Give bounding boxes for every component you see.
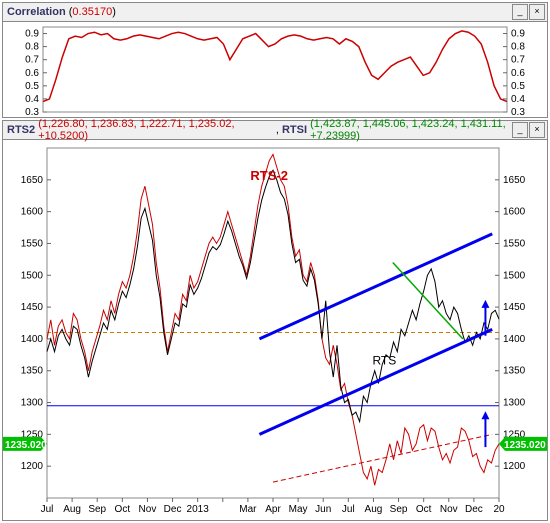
- svg-text:Jul: Jul: [41, 504, 54, 515]
- svg-text:0.7: 0.7: [25, 55, 39, 66]
- svg-text:Dec: Dec: [164, 504, 182, 515]
- svg-text:0.3: 0.3: [511, 107, 525, 117]
- minimize-icon[interactable]: _: [512, 4, 528, 20]
- svg-text:1650: 1650: [21, 175, 44, 186]
- svg-text:0.6: 0.6: [511, 68, 525, 79]
- correlation-titlebar: Correlation (0.35170) _ ×: [3, 3, 547, 22]
- correlation-title: Correlation: [7, 6, 66, 18]
- price-panel: RTS2 (1,226.80, 1,236.83, 1,222.71, 1,23…: [2, 120, 548, 521]
- svg-text:1500: 1500: [503, 270, 526, 281]
- svg-text:2013: 2013: [187, 504, 210, 515]
- svg-text:1450: 1450: [503, 302, 526, 313]
- svg-text:Aug: Aug: [365, 504, 383, 515]
- svg-text:1300: 1300: [21, 398, 44, 409]
- window-buttons: _ ×: [512, 122, 545, 138]
- rtsi-title: RTSI: [282, 124, 307, 136]
- svg-text:May: May: [289, 504, 308, 515]
- svg-text:Sep: Sep: [390, 504, 408, 515]
- price-titlebar: RTS2 (1,226.80, 1,236.83, 1,222.71, 1,23…: [3, 121, 547, 140]
- correlation-chart: 0.3 0.3 0.4 0.4 0.5 0.5 0.6 0.6 0.7 0.7 0.8 0.8 0.9 0…: [3, 22, 547, 117]
- svg-text:Oct: Oct: [416, 504, 432, 515]
- window-buttons: _ ×: [512, 4, 545, 20]
- svg-text:1450: 1450: [21, 302, 44, 313]
- svg-text:Apr: Apr: [265, 504, 281, 515]
- svg-text:0.4: 0.4: [25, 94, 39, 105]
- svg-text:RTS-2: RTS-2: [250, 168, 288, 183]
- svg-text:1235.020: 1235.020: [5, 440, 47, 451]
- close-icon[interactable]: ×: [529, 122, 545, 138]
- svg-text:Nov: Nov: [440, 504, 458, 515]
- svg-text:1300: 1300: [503, 398, 526, 409]
- svg-text:Nov: Nov: [139, 504, 157, 515]
- svg-text:0.9: 0.9: [511, 29, 525, 40]
- svg-text:1350: 1350: [21, 366, 44, 377]
- svg-text:20: 20: [493, 504, 505, 515]
- svg-text:Jul: Jul: [342, 504, 355, 515]
- svg-text:0.5: 0.5: [511, 81, 525, 92]
- price-chart: 1200120012501250130013001350135014001400…: [3, 140, 547, 520]
- svg-text:1200: 1200: [503, 461, 526, 472]
- svg-text:0.7: 0.7: [511, 55, 525, 66]
- svg-text:1200: 1200: [21, 461, 44, 472]
- rts2-title: RTS2: [7, 124, 35, 136]
- svg-text:1235.020: 1235.020: [504, 440, 546, 451]
- correlation-value: 0.35170: [72, 6, 112, 18]
- svg-text:1400: 1400: [503, 334, 526, 345]
- svg-text:Sep: Sep: [88, 504, 106, 515]
- svg-text:0.9: 0.9: [25, 29, 39, 40]
- svg-text:Aug: Aug: [63, 504, 81, 515]
- svg-text:0.4: 0.4: [511, 94, 525, 105]
- svg-text:1550: 1550: [21, 238, 44, 249]
- svg-text:0.5: 0.5: [25, 81, 39, 92]
- svg-text:1550: 1550: [503, 238, 526, 249]
- svg-text:1500: 1500: [21, 270, 44, 281]
- correlation-panel: Correlation (0.35170) _ × 0.30.30.40.40.…: [2, 2, 548, 118]
- svg-text:0.3: 0.3: [25, 107, 39, 117]
- svg-text:1600: 1600: [503, 207, 526, 218]
- svg-text:RTS: RTS: [372, 353, 396, 367]
- close-icon[interactable]: ×: [529, 4, 545, 20]
- svg-text:Mar: Mar: [239, 504, 257, 515]
- svg-text:Oct: Oct: [115, 504, 131, 515]
- svg-text:0.6: 0.6: [25, 68, 39, 79]
- rts2-values: (1,226.80, 1,236.83, 1,222.71, 1,235.02,…: [38, 118, 276, 142]
- minimize-icon[interactable]: _: [512, 122, 528, 138]
- svg-text:1600: 1600: [21, 207, 44, 218]
- svg-text:Dec: Dec: [465, 504, 483, 515]
- svg-text:0.8: 0.8: [511, 42, 525, 53]
- svg-text:1350: 1350: [503, 366, 526, 377]
- svg-text:1400: 1400: [21, 334, 44, 345]
- svg-text:0.8: 0.8: [25, 42, 39, 53]
- svg-text:Jun: Jun: [315, 504, 331, 515]
- svg-text:1650: 1650: [503, 175, 526, 186]
